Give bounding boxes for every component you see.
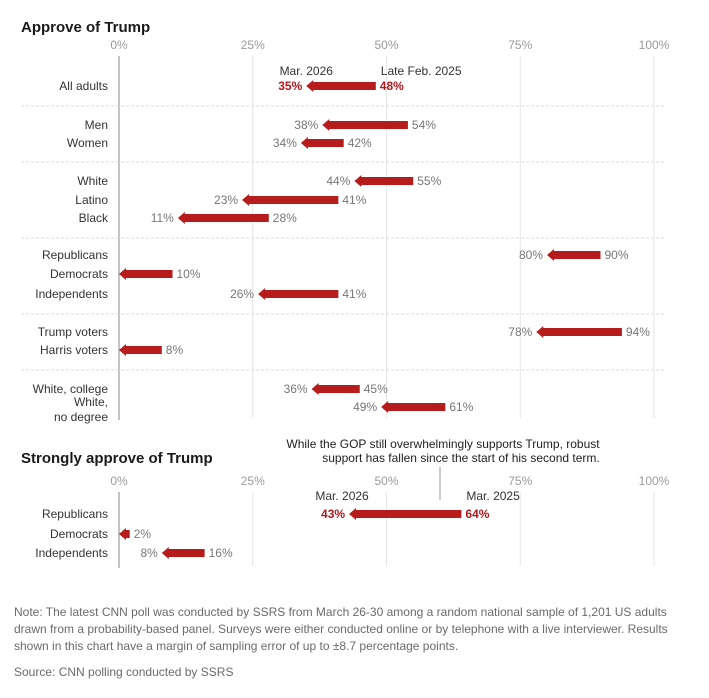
approve-row-new-value: 36% [284, 382, 308, 396]
x-tick-label: 50% [374, 38, 398, 52]
approve-row-arrow [119, 344, 162, 356]
approve-row-old-value: 42% [348, 136, 372, 150]
approve-row-old-value: 28% [273, 211, 297, 225]
x-tick-label: 75% [508, 474, 532, 488]
approve-row-arrow [242, 194, 339, 206]
approve-row-arrow [536, 326, 622, 338]
column-header-old: Mar. 2025 [466, 489, 520, 503]
approve-row-old-value: 90% [605, 248, 629, 262]
strong-row-new-value: 8% [140, 546, 158, 560]
chart-title: Strongly approve of Trump [21, 450, 213, 467]
approve-row-old-value: 61% [449, 400, 473, 414]
approve-row-label: Independents [35, 287, 108, 301]
approve-row-new-value: 38% [294, 118, 318, 132]
approve-row-new-value: 26% [230, 287, 254, 301]
approve-row-label: Black [79, 211, 109, 225]
approve-row-arrow [322, 119, 408, 131]
x-tick-label: 100% [639, 38, 670, 52]
approve-row-arrow [177, 212, 269, 224]
approve-row-old-value: 54% [412, 118, 436, 132]
x-tick-label: 75% [508, 38, 532, 52]
approve-row-old-value: 41% [342, 193, 366, 207]
approve-row-label: White [77, 174, 108, 188]
approve-row-new-value: 11% [151, 211, 174, 225]
strong-row-arrow [349, 508, 462, 520]
strong-row-old-value: 2% [134, 527, 152, 541]
approve-row-label: Harris voters [40, 343, 108, 357]
approve-row-old-value: 45% [364, 382, 388, 396]
strong-row-arrow [161, 547, 205, 559]
approve-row-label: Latino [75, 193, 108, 207]
x-tick-label: 25% [241, 38, 265, 52]
approve-row-old-value: 41% [342, 287, 366, 301]
approve-row-arrow [300, 137, 344, 149]
approve-row-arrow [354, 175, 414, 187]
chart-title: Approve of Trump [21, 19, 150, 36]
column-header-old: Late Feb. 2025 [381, 64, 462, 78]
strong-row-label: Republicans [42, 507, 108, 521]
x-tick-label: 0% [110, 38, 128, 52]
approve-row-new-value: 49% [353, 400, 377, 414]
strong-row-label: Democrats [50, 527, 108, 541]
approve-row-label: White, college [33, 382, 109, 396]
approve-row-old-value: 10% [177, 267, 201, 281]
approve-row-label: Men [85, 118, 108, 132]
approve-row-arrow [311, 383, 360, 395]
approve-row-arrow [381, 401, 446, 413]
chart-note: Note: The latest CNN poll was conducted … [14, 605, 668, 653]
strong-row-old-value: 64% [465, 507, 489, 521]
approve-row-label: Trump voters [38, 325, 108, 339]
approve-row-label: Republicans [42, 248, 108, 262]
approve-row-old-value: 8% [166, 343, 184, 357]
approve-row-label: Democrats [50, 267, 108, 281]
approval-chart: Approve of Trump 0% 25% 50% 75% 100% Mar. 2026… [21, 19, 670, 568]
approve-row-label-line2: no degree [54, 410, 108, 424]
approve-row-old-value: 94% [626, 325, 650, 339]
x-tick-label: 0% [110, 474, 128, 488]
approve-row-new-value: 78% [508, 325, 532, 339]
column-header-new: Mar. 2026 [315, 489, 369, 503]
annotation-line: While the GOP still overwhelmingly suppo… [286, 437, 600, 451]
x-tick-label: 100% [639, 474, 670, 488]
approve-row-arrow [119, 268, 173, 280]
approve-row-label: All adults [59, 79, 108, 93]
approve-row-new-value: 35% [278, 79, 302, 93]
strong-row-new-value: 43% [321, 507, 345, 521]
approve-row-arrow [306, 80, 376, 92]
approve-row-label: White, [74, 395, 108, 409]
approve-row-old-value: 55% [417, 174, 441, 188]
x-tick-label: 50% [374, 474, 398, 488]
approve-row-old-value: 48% [380, 79, 404, 93]
chart-source: Source: CNN polling conducted by SSRS [14, 665, 234, 679]
strong-row-old-value: 16% [209, 546, 233, 560]
approve-row-new-value: 80% [519, 248, 543, 262]
strong-row-arrow [119, 528, 130, 540]
x-tick-label: 25% [241, 474, 265, 488]
column-header-new: Mar. 2026 [280, 64, 334, 78]
approve-row-arrow [547, 249, 601, 261]
approve-row-new-value: 34% [273, 136, 297, 150]
strong-row-label: Independents [35, 546, 108, 560]
approve-row-label: Women [67, 136, 108, 150]
approve-row-arrow [258, 288, 339, 300]
approve-row-new-value: 44% [326, 174, 350, 188]
annotation-line: support has fallen since the start of hi… [322, 451, 599, 465]
approve-row-new-value: 23% [214, 193, 238, 207]
